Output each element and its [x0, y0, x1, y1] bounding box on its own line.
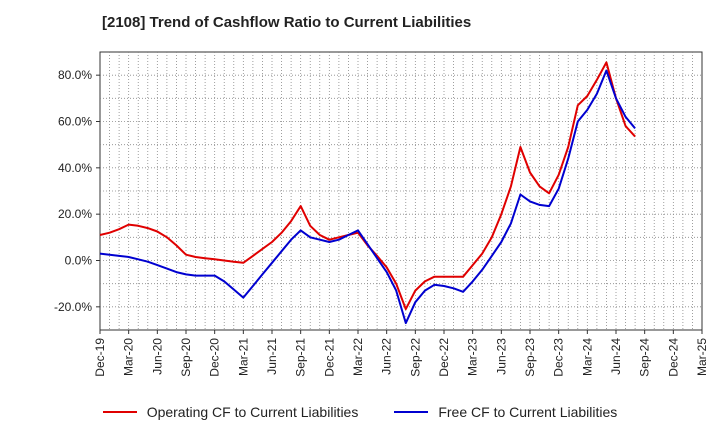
series-line-free-cf — [99, 69, 636, 325]
legend-label-free-cf: Free CF to Current Liabilities — [438, 404, 618, 420]
x-tick-label: Sep-23 — [523, 338, 537, 377]
x-tick-label: Mar-23 — [466, 338, 480, 376]
x-tick-label: Sep-20 — [179, 338, 193, 377]
x-tick-label: Mar-22 — [351, 338, 365, 376]
x-tick-label: Mar-24 — [580, 338, 594, 376]
x-tick-label: Dec-24 — [666, 338, 680, 377]
x-tick-label: Sep-21 — [294, 338, 308, 377]
x-tick-label: Jun-22 — [380, 338, 394, 375]
legend-swatch-free-cf — [394, 411, 429, 413]
x-tick-label: Sep-24 — [638, 338, 652, 377]
x-tick-label: Jun-23 — [494, 338, 508, 375]
legend-label-operating-cf: Operating CF to Current Liabilities — [146, 404, 359, 420]
y-tick-label: 60.0% — [58, 115, 92, 129]
y-tick-label: 20.0% — [58, 207, 92, 221]
x-tick-label: Dec-22 — [437, 338, 451, 377]
x-tick-label: Jun-20 — [150, 338, 164, 375]
legend-item-operating-cf: Operating CF to Current Liabilities — [102, 404, 359, 420]
y-tick-label: -20.0% — [54, 300, 92, 314]
x-tick-label: Mar-20 — [122, 338, 136, 376]
y-tick-label: 80.0% — [58, 68, 92, 82]
legend: Operating CF to Current Liabilities Free… — [0, 404, 720, 420]
legend-swatch-operating-cf — [102, 411, 137, 413]
y-tick-label: 0.0% — [65, 254, 93, 268]
legend-item-free-cf: Free CF to Current Liabilities — [394, 404, 617, 420]
x-tick-label: Mar-21 — [236, 338, 250, 376]
x-tick-label: Jun-24 — [609, 338, 623, 375]
x-tick-label: Dec-23 — [552, 338, 566, 377]
chart-title: [2108] Trend of Cashflow Ratio to Curren… — [102, 14, 472, 31]
x-tick-label: Dec-20 — [208, 338, 222, 377]
x-tick-label: Mar-25 — [695, 338, 709, 376]
x-tick-label: Sep-22 — [408, 338, 422, 377]
chart-svg: 80.0% 60.0% 40.0% 20.0% 0.0% -20.0% Dec-19 Mar-… — [54, 51, 709, 377]
x-tick-label: Jun-21 — [265, 338, 279, 375]
y-tick-label: 40.0% — [58, 161, 92, 175]
x-tick-label: Dec-21 — [322, 338, 336, 377]
x-tick-label: Dec-19 — [93, 338, 107, 377]
